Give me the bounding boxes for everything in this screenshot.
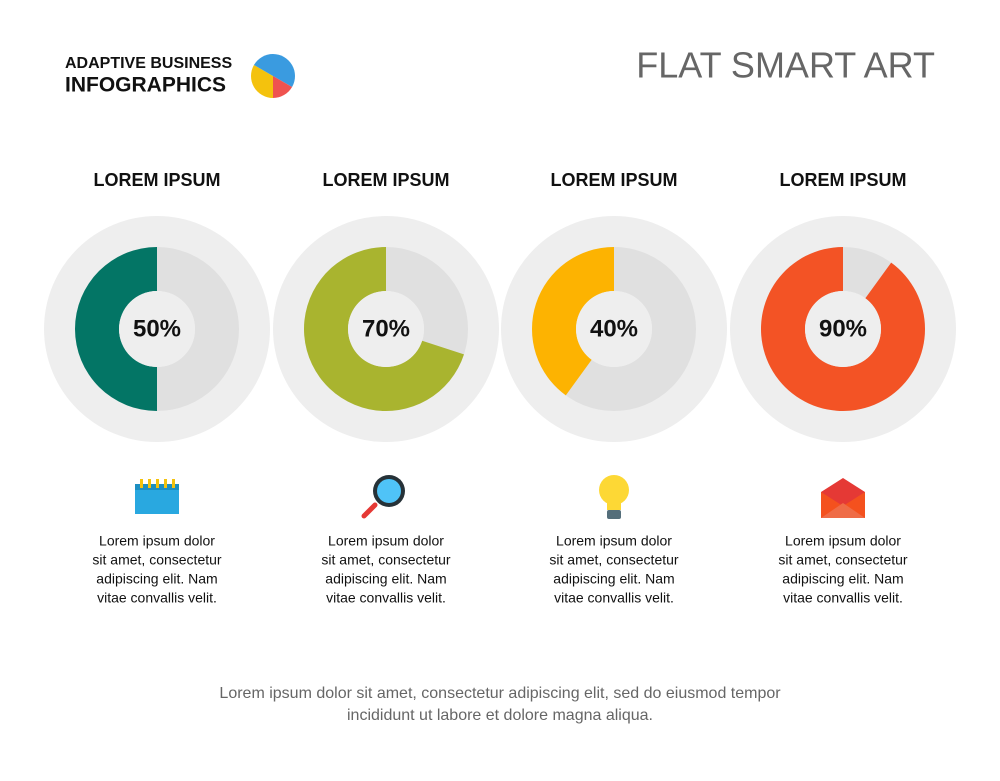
description-line: adipiscing elit. Nam	[96, 571, 217, 587]
description-line: vitae convallis velit.	[326, 590, 446, 606]
description-line: sit amet, consectetur	[778, 552, 908, 568]
description-line: Lorem ipsum dolor	[99, 533, 215, 549]
description-line: sit amet, consectetur	[92, 552, 222, 568]
donut-hole	[348, 291, 424, 367]
chart-title: LOREM IPSUM	[779, 170, 906, 190]
footer-line: incididunt ut labore et dolore magna ali…	[347, 707, 653, 724]
description-line: vitae convallis velit.	[783, 590, 903, 606]
icon-envelope	[821, 478, 865, 518]
donut-segment	[303, 247, 464, 411]
slide-title: FLAT SMART ART	[636, 45, 935, 86]
value-label: 50%	[133, 315, 181, 342]
chart-title: LOREM IPSUM	[550, 170, 677, 190]
description-line: vitae convallis velit.	[97, 590, 217, 606]
donut-segment	[75, 247, 157, 411]
value-label: 90%	[819, 315, 867, 342]
brand-line: INFOGRAPHICS	[65, 74, 226, 97]
donut-hole	[805, 291, 881, 367]
description-line: sit amet, consectetur	[549, 552, 679, 568]
donut-segment	[532, 247, 614, 396]
description-line: Lorem ipsum dolor	[328, 533, 444, 549]
icon-calendar	[135, 479, 179, 514]
charts: 50% LOREM IPSUM 70% LOREM IPSUM 40% LOREM IPS…	[44, 170, 956, 442]
description-line: sit amet, consectetur	[321, 552, 451, 568]
donut-segment	[761, 247, 925, 412]
description-line: adipiscing elit. Nam	[782, 571, 903, 587]
chart-title: LOREM IPSUM	[322, 170, 449, 190]
description-line: Lorem ipsum dolor	[556, 533, 672, 549]
description-line: adipiscing elit. Nam	[553, 571, 674, 587]
brand-line: ADAPTIVE BUSINESS	[65, 55, 232, 72]
description-line: adipiscing elit. Nam	[325, 571, 446, 587]
description-line: Lorem ipsum dolor	[785, 533, 901, 549]
chart-title: LOREM IPSUM	[93, 170, 220, 190]
value-label: 40%	[590, 315, 638, 342]
donut-hole	[576, 291, 652, 367]
donut-hole	[119, 291, 195, 367]
icon-bulb	[599, 475, 629, 519]
description-line: vitae convallis velit.	[554, 590, 674, 606]
logo	[251, 54, 295, 98]
value-label: 70%	[362, 315, 410, 342]
icon-magnifier	[361, 475, 405, 519]
descriptions: Lorem ipsum dolor sit amet, consectetur ad…	[92, 533, 908, 606]
footer-line: Lorem ipsum dolor sit amet, consectetur …	[219, 685, 781, 702]
